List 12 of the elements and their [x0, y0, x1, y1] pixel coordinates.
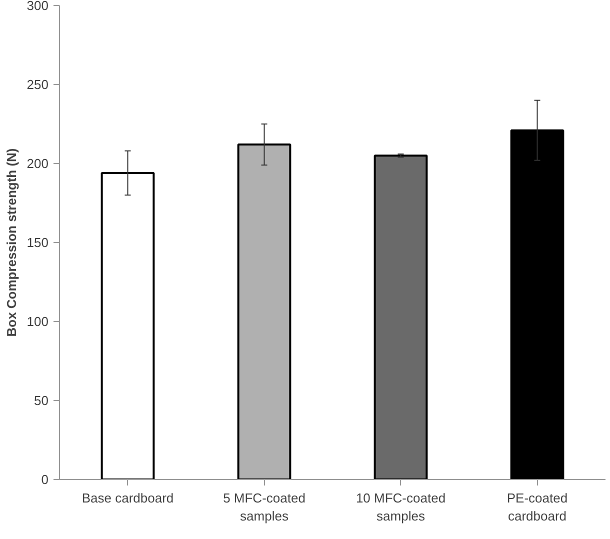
y-tick-label: 300 [26, 0, 49, 13]
y-tick-label: 250 [26, 77, 49, 92]
x-tick-label: 10 MFC-coated samples [356, 490, 446, 524]
y-tick-label: 0 [41, 472, 49, 487]
y-tick-label: 150 [26, 235, 49, 250]
y-tick-label: 100 [26, 314, 49, 329]
y-axis-title: Box Compression strength (N) [4, 148, 19, 337]
y-tick-label: 50 [34, 393, 49, 408]
x-tick-label: PE-coated cardboard [506, 490, 568, 524]
x-tick-label: Base cardboard [82, 490, 174, 506]
x-tick-label: 5 MFC-coated samples [223, 490, 306, 524]
y-tick-label: 200 [26, 156, 49, 171]
